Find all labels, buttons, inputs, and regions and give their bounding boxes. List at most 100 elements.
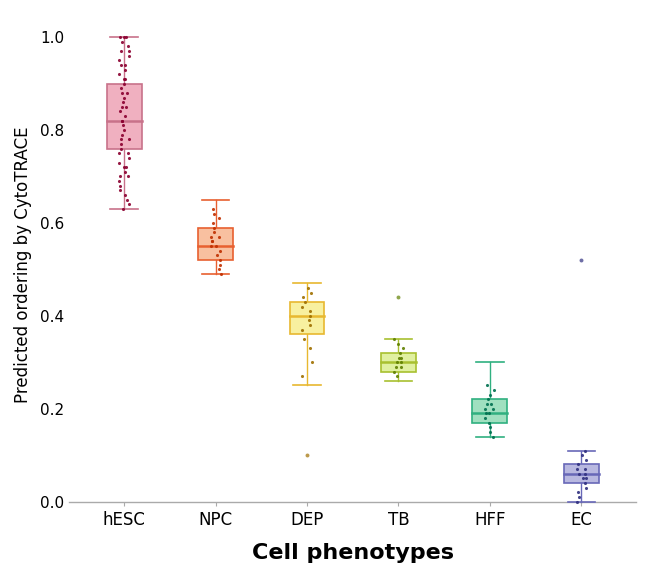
Point: [305, 306, 315, 316]
Point: [208, 205, 218, 214]
Bar: [381, 353, 416, 372]
Point: [122, 88, 133, 98]
Point: [117, 88, 127, 98]
Point: [115, 60, 125, 69]
Point: [580, 455, 591, 465]
Point: [124, 51, 135, 60]
Point: [119, 75, 129, 84]
Point: [214, 255, 225, 265]
Point: [121, 102, 131, 112]
Point: [572, 465, 582, 474]
Point: [116, 116, 127, 125]
Point: [297, 302, 307, 311]
Point: [298, 335, 309, 344]
Point: [119, 162, 129, 172]
Point: [119, 125, 129, 135]
Bar: [198, 228, 233, 260]
Point: [304, 311, 315, 320]
Point: [480, 409, 491, 418]
Point: [296, 325, 307, 335]
Point: [573, 460, 583, 469]
Point: [117, 116, 127, 125]
Point: [578, 474, 588, 483]
Point: [114, 149, 124, 158]
Point: [122, 162, 132, 172]
Point: [580, 469, 591, 479]
Point: [306, 288, 316, 297]
Point: [120, 65, 131, 74]
Point: [391, 362, 402, 372]
Point: [209, 209, 219, 218]
Point: [120, 112, 131, 121]
Point: [573, 488, 583, 497]
Point: [116, 144, 126, 153]
Point: [209, 223, 220, 232]
Point: [391, 372, 402, 381]
Point: [116, 46, 126, 55]
Bar: [107, 84, 142, 149]
Point: [116, 139, 126, 149]
Point: [124, 153, 135, 162]
Point: [215, 260, 226, 269]
Bar: [564, 465, 599, 483]
Point: [307, 358, 318, 367]
Point: [118, 32, 129, 42]
Point: [571, 497, 582, 506]
Point: [116, 84, 126, 93]
Point: [116, 135, 126, 144]
Point: [300, 297, 311, 306]
Point: [298, 292, 308, 302]
Point: [485, 427, 495, 436]
Point: [121, 32, 131, 42]
Point: [211, 251, 222, 260]
Point: [394, 353, 404, 362]
Point: [581, 483, 592, 492]
Point: [396, 362, 406, 372]
Point: [302, 450, 312, 460]
Point: [216, 269, 226, 279]
Point: [391, 358, 402, 367]
Point: [213, 265, 224, 274]
Point: [393, 339, 404, 349]
Point: [482, 399, 492, 409]
Point: [484, 409, 494, 418]
Point: [120, 167, 131, 176]
Point: [485, 423, 495, 432]
Point: [579, 465, 590, 474]
Point: [393, 292, 404, 302]
Point: [215, 246, 226, 255]
Point: [123, 172, 133, 181]
Point: [115, 107, 125, 116]
Point: [209, 228, 219, 237]
Point: [395, 349, 405, 358]
Point: [114, 158, 124, 167]
Point: [214, 232, 224, 242]
Point: [303, 283, 313, 292]
Point: [114, 55, 125, 65]
Point: [118, 93, 129, 102]
Point: [484, 418, 494, 427]
Point: [207, 237, 218, 246]
Point: [115, 172, 125, 181]
Point: [485, 390, 495, 399]
X-axis label: Cell phenotypes: Cell phenotypes: [252, 543, 454, 562]
Point: [579, 446, 590, 455]
Point: [480, 413, 490, 423]
Point: [117, 37, 127, 46]
Point: [124, 46, 135, 55]
Point: [114, 70, 124, 79]
Point: [214, 214, 224, 223]
Point: [124, 200, 135, 209]
Point: [396, 353, 406, 362]
Point: [123, 149, 133, 158]
Point: [208, 218, 218, 228]
Bar: [473, 399, 507, 423]
Point: [486, 399, 497, 409]
Point: [396, 358, 406, 367]
Point: [482, 395, 493, 404]
Point: [120, 60, 130, 69]
Bar: [290, 302, 324, 335]
Point: [488, 404, 498, 413]
Point: [120, 75, 131, 84]
Point: [576, 255, 586, 265]
